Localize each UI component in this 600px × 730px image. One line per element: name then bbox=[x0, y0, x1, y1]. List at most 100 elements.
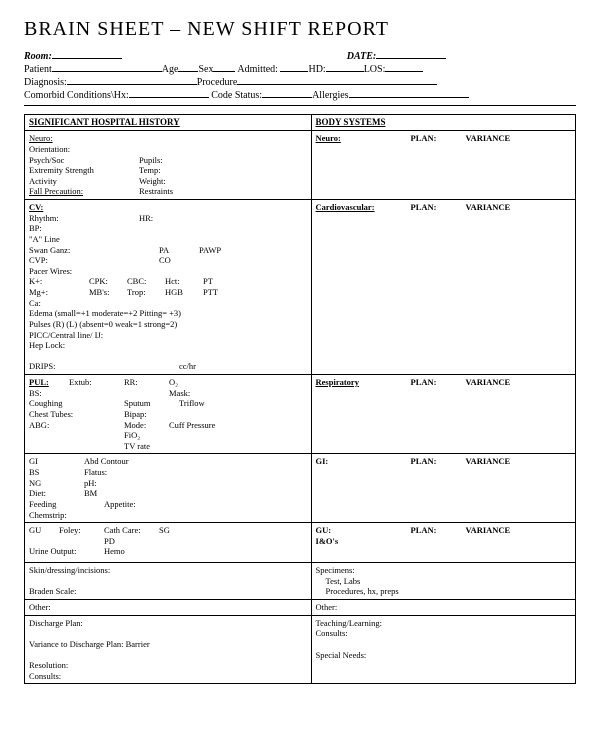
sig-history-head: SIGNIFICANT HOSPITAL HISTORY bbox=[29, 117, 180, 127]
r-gu: GU: bbox=[316, 525, 411, 536]
cv-cchr: cc/hr bbox=[179, 361, 196, 371]
pul-triflow: Triflow bbox=[179, 398, 205, 408]
r-var-3: VARIANCE bbox=[466, 377, 511, 388]
pul-chesttubes: Chest Tubes: bbox=[29, 409, 124, 420]
table-row: Neuro: Orientation: Psych/SocPupils: Ext… bbox=[25, 131, 576, 200]
r-plan-1: PLAN: bbox=[411, 133, 466, 144]
comorbid-field[interactable] bbox=[129, 97, 209, 98]
cv-ptt: PTT bbox=[203, 287, 218, 297]
r-plan-3: PLAN: bbox=[411, 377, 466, 388]
discharge-consults: Consults: bbox=[29, 671, 307, 682]
gu-sg: SG bbox=[159, 525, 170, 535]
cv-co: CO bbox=[159, 255, 171, 265]
admitted-field[interactable] bbox=[280, 71, 308, 72]
body-systems-head: BODY SYSTEMS bbox=[316, 117, 386, 127]
table-row: PUL:Extub:RR:O₂ BS:Mask: CoughingSputumT… bbox=[25, 375, 576, 454]
codestatus-label: Code Status: bbox=[211, 90, 262, 101]
other-right: Other: bbox=[316, 602, 338, 612]
cell-sig-history: SIGNIFICANT HOSPITAL HISTORY bbox=[25, 115, 312, 131]
table-row: GUFoley:Cath Care:SG PD Urine Output:Hem… bbox=[25, 523, 576, 563]
cell-gu: GUFoley:Cath Care:SG PD Urine Output:Hem… bbox=[25, 523, 312, 563]
gu-foley: Foley: bbox=[59, 525, 104, 536]
patient-field[interactable] bbox=[52, 71, 162, 72]
cv-pawp: PAWP bbox=[199, 245, 221, 255]
discharge-resolution: Resolution: bbox=[29, 660, 307, 671]
pul-coughing: Coughing bbox=[29, 398, 124, 409]
table-row: Skin/dressing/incisions: Braden Scale: S… bbox=[25, 563, 576, 600]
allergies-field[interactable] bbox=[349, 97, 469, 98]
neuro-weight: Weight: bbox=[139, 176, 166, 186]
specimens-head: Specimens: bbox=[316, 565, 571, 576]
date-field[interactable] bbox=[376, 58, 446, 59]
gi-chemstrip: Chemstrip: bbox=[29, 510, 307, 521]
cell-gu-plan: GU:PLAN:VARIANCE I&O's bbox=[311, 523, 575, 563]
gi-gi: GI bbox=[29, 456, 84, 467]
neuro-temp: Temp: bbox=[139, 165, 161, 175]
hd-field[interactable] bbox=[326, 71, 364, 72]
cv-cbc: CBC: bbox=[127, 276, 165, 287]
cv-ca: Ca: bbox=[29, 298, 307, 309]
pul-extub: Extub: bbox=[69, 377, 124, 388]
r-plan-2: PLAN: bbox=[411, 202, 466, 213]
cell-gi-plan: GI:PLAN:VARIANCE bbox=[311, 454, 575, 523]
pul-sputum: Sputum bbox=[124, 398, 179, 409]
cv-cpk: CPK: bbox=[89, 276, 127, 287]
table-row: Discharge Plan: Variance to Discharge Pl… bbox=[25, 615, 576, 684]
los-field[interactable] bbox=[385, 71, 423, 72]
neuro-fall: Fall Precaution: bbox=[29, 186, 139, 197]
age-field[interactable] bbox=[178, 71, 198, 72]
cv-hct: Hct: bbox=[165, 276, 203, 287]
hd-label: HD: bbox=[308, 64, 325, 75]
procedure-field[interactable] bbox=[237, 84, 437, 85]
cv-picc: PICC/Central line/ IJ: bbox=[29, 330, 307, 341]
cv-cvp: CVP: bbox=[29, 255, 159, 266]
cv-hgb: HGB bbox=[165, 287, 203, 298]
cv-head: CV: bbox=[29, 202, 43, 212]
r-neuro: Neuro: bbox=[316, 133, 411, 144]
pul-bipap: Bipap: bbox=[124, 409, 147, 419]
cv-bp: BP: bbox=[29, 223, 307, 234]
braden-scale: Braden Scale: bbox=[29, 586, 307, 597]
diagnosis-field[interactable] bbox=[67, 84, 197, 85]
r-plan-4: PLAN: bbox=[411, 456, 466, 467]
header-row-2: PatientAgeSex Admitted: HD:LOS: bbox=[24, 64, 576, 75]
r-ios: I&O's bbox=[316, 536, 571, 547]
pul-cuffp: Cuff Pressure bbox=[169, 420, 215, 430]
date-label: DATE: bbox=[347, 51, 376, 62]
cv-swan: Swan Ganz: bbox=[29, 245, 159, 256]
discharge-plan: Discharge Plan: bbox=[29, 618, 307, 629]
sex-field[interactable] bbox=[213, 71, 235, 72]
cv-rhythm: Rhythm: bbox=[29, 213, 139, 224]
r-cardio: Cardiovascular: bbox=[316, 202, 411, 213]
gu-pd: PD bbox=[104, 536, 115, 546]
neuro-pupils: Pupils: bbox=[139, 155, 163, 165]
patient-label: Patient bbox=[24, 64, 52, 75]
room-field[interactable] bbox=[52, 58, 122, 59]
cell-resp-plan: RespiratoryPLAN:VARIANCE bbox=[311, 375, 575, 454]
codestatus-field[interactable] bbox=[262, 97, 312, 98]
other-left: Other: bbox=[29, 602, 51, 612]
cell-specimens: Specimens: Test, Labs Procedures, hx, pr… bbox=[311, 563, 575, 600]
diagnosis-label: Diagnosis: bbox=[24, 77, 67, 88]
cv-hr: HR: bbox=[139, 213, 153, 223]
discharge-variance: Variance to Discharge Plan: Barrier bbox=[29, 639, 307, 650]
header-row-1: Room:DATE: bbox=[24, 51, 576, 62]
r-gi: GI: bbox=[316, 456, 411, 467]
gi-diet: Diet: bbox=[29, 488, 84, 499]
cell-other-right: Other: bbox=[311, 600, 575, 616]
age-label: Age bbox=[162, 64, 179, 75]
page-title: BRAIN SHEET – NEW SHIFT REPORT bbox=[24, 18, 576, 41]
r-var-4: VARIANCE bbox=[466, 456, 511, 467]
cell-cardio-plan: Cardiovascular:PLAN:VARIANCE bbox=[311, 200, 575, 375]
header-row-3: Diagnosis:Procedure bbox=[24, 77, 576, 88]
gi-bm: BM bbox=[84, 488, 97, 498]
cv-drips: DRIPS: bbox=[29, 361, 179, 372]
pul-bs: BS: bbox=[29, 388, 169, 399]
cv-trop: Trop: bbox=[127, 287, 165, 298]
neuro-head: Neuro: bbox=[29, 133, 53, 143]
gi-appetite: Appetite: bbox=[104, 499, 136, 509]
cell-teaching: Teaching/Learning: Consults: Special Nee… bbox=[311, 615, 575, 684]
specimens-test: Test, Labs bbox=[316, 576, 571, 587]
table-row: Other: Other: bbox=[25, 600, 576, 616]
comorbid-label: Comorbid Conditions\Hx: bbox=[24, 90, 129, 101]
